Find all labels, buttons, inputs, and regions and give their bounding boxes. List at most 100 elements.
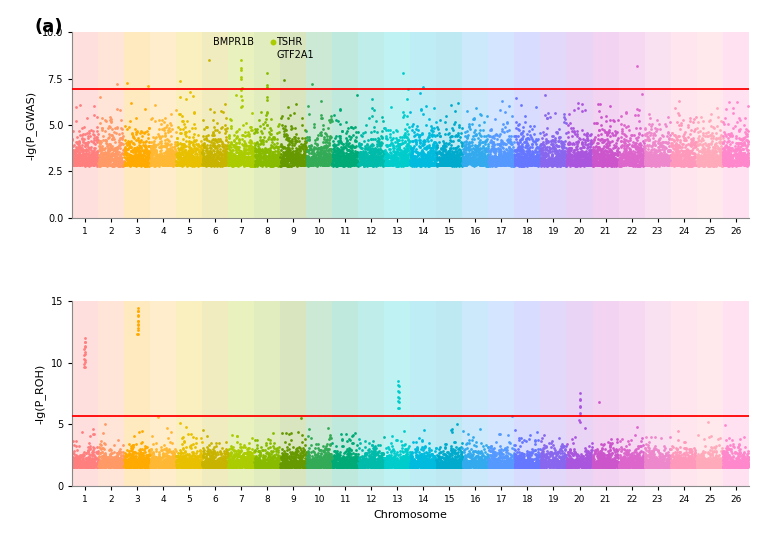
Point — [353, 454, 365, 462]
Point — [648, 461, 660, 470]
Point — [224, 463, 236, 472]
Point — [301, 460, 313, 468]
Point — [580, 451, 592, 460]
Point — [340, 161, 352, 170]
Point — [417, 161, 429, 170]
Point — [476, 137, 488, 146]
Point — [396, 457, 408, 466]
Point — [343, 453, 355, 462]
Point — [105, 153, 117, 161]
Point — [161, 452, 173, 461]
Point — [281, 454, 293, 462]
Point — [633, 463, 645, 471]
Point — [682, 457, 694, 466]
Point — [163, 147, 175, 156]
Point — [290, 147, 302, 156]
Point — [680, 150, 692, 158]
Point — [375, 146, 387, 154]
Point — [251, 125, 263, 134]
Point — [442, 458, 454, 467]
Point — [210, 439, 222, 448]
Point — [679, 455, 692, 464]
Point — [294, 157, 306, 165]
Point — [671, 134, 683, 143]
Point — [391, 158, 404, 166]
Point — [477, 149, 489, 158]
Point — [67, 460, 79, 469]
Point — [565, 151, 578, 160]
Point — [234, 463, 246, 471]
Point — [583, 463, 595, 471]
Point — [282, 463, 294, 471]
Point — [721, 461, 733, 469]
Point — [635, 461, 647, 470]
Point — [340, 463, 353, 471]
Point — [667, 457, 679, 465]
Point — [338, 159, 350, 168]
Point — [482, 161, 494, 170]
Point — [714, 447, 727, 455]
Point — [359, 437, 372, 445]
Point — [463, 158, 475, 166]
Point — [634, 152, 646, 160]
Point — [309, 136, 321, 145]
Point — [724, 156, 736, 165]
Point — [241, 448, 253, 457]
Point — [409, 131, 421, 139]
Point — [381, 451, 393, 460]
Point — [156, 459, 168, 468]
Point — [377, 154, 389, 163]
Point — [587, 161, 599, 170]
Point — [445, 449, 458, 457]
Point — [684, 453, 696, 462]
Point — [509, 453, 521, 461]
Point — [250, 459, 262, 468]
Point — [90, 461, 102, 470]
Point — [71, 140, 84, 149]
Point — [83, 463, 95, 471]
Point — [214, 142, 226, 151]
Point — [81, 462, 93, 471]
Point — [642, 442, 654, 451]
Point — [594, 159, 606, 168]
Point — [271, 160, 283, 169]
Point — [416, 458, 429, 467]
Point — [699, 158, 711, 166]
Point — [71, 159, 84, 168]
Point — [512, 149, 524, 158]
Point — [542, 460, 554, 468]
Point — [105, 458, 117, 467]
Point — [737, 459, 749, 468]
Point — [341, 153, 353, 161]
Point — [576, 126, 588, 135]
Point — [734, 444, 746, 453]
Point — [632, 455, 644, 464]
Point — [162, 157, 174, 166]
Point — [719, 458, 731, 467]
Point — [272, 455, 284, 463]
Point — [481, 112, 493, 121]
Point — [246, 161, 258, 170]
Point — [453, 461, 465, 469]
Point — [82, 161, 94, 170]
Point — [359, 152, 371, 161]
Point — [731, 157, 743, 166]
Point — [673, 159, 685, 167]
Point — [572, 148, 584, 157]
Point — [163, 150, 175, 159]
Point — [317, 158, 329, 166]
Point — [475, 462, 487, 471]
Point — [698, 153, 711, 162]
Point — [316, 144, 328, 153]
Point — [259, 152, 271, 161]
Point — [363, 438, 375, 447]
Point — [584, 456, 596, 464]
Point — [489, 156, 502, 165]
Point — [255, 129, 268, 138]
Point — [705, 459, 717, 468]
Point — [595, 146, 607, 154]
Point — [636, 461, 648, 470]
Point — [276, 462, 288, 470]
Point — [625, 461, 638, 470]
Point — [291, 151, 303, 160]
